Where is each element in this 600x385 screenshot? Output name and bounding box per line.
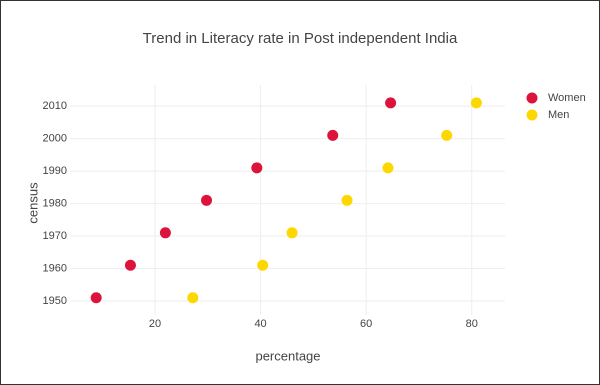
y-tick-label: 1970 [43,230,67,242]
point [341,194,353,206]
y-tick-label: 1950 [43,295,67,307]
point [124,259,136,271]
point [257,259,269,271]
y-tick-label: 1980 [43,197,67,209]
x-axis-label: percentage [255,348,320,363]
point [90,292,102,304]
y-axis-label: census [25,182,40,224]
y-tick-label: 1960 [43,262,67,274]
legend-marker [526,109,538,121]
point [159,227,171,239]
x-tick-label: 40 [254,318,266,330]
point [327,129,339,141]
point [187,292,199,304]
point [470,97,482,109]
point [441,129,453,141]
y-tick-label: 1990 [43,165,67,177]
legend-marker [526,92,538,104]
point [286,227,298,239]
point [201,194,213,206]
x-tick-label: 60 [360,318,372,330]
y-tick-label: 2010 [43,100,67,112]
y-tick-label: 2000 [43,133,67,145]
legend-label: Women [548,92,586,104]
point [251,162,263,174]
x-tick-label: 80 [466,318,478,330]
point [382,162,394,174]
legend-label: Men [548,109,569,121]
point [385,97,397,109]
chart-title: Trend in Literacy rate in Post independe… [143,30,458,47]
x-tick-label: 20 [149,318,161,330]
